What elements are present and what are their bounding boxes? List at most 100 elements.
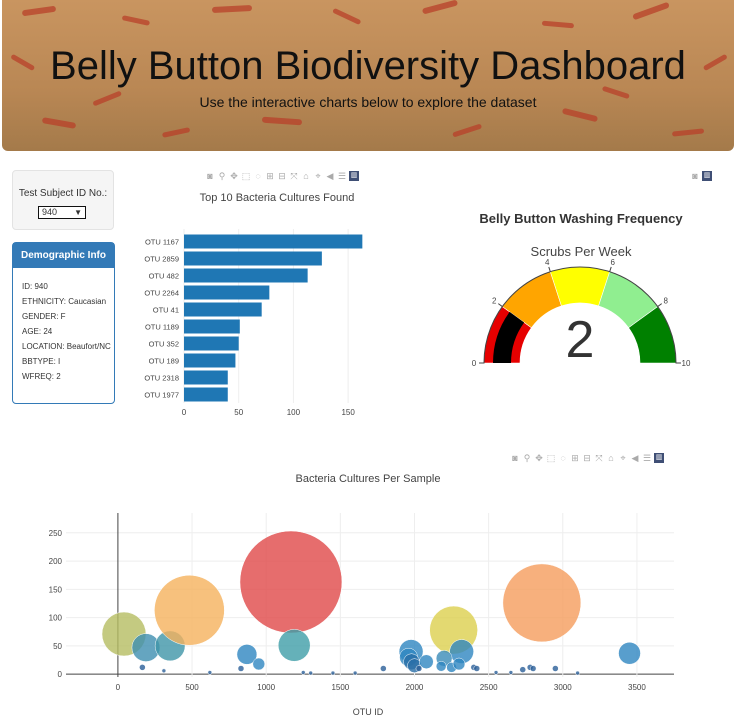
bubble-x-axis-label: OTU ID bbox=[353, 707, 384, 717]
bar bbox=[184, 336, 239, 351]
hover-compare-icon[interactable]: ☰ bbox=[337, 171, 347, 181]
bubble-x-tick-label: 0 bbox=[116, 683, 121, 692]
bubble-point bbox=[529, 665, 537, 672]
home-icon[interactable]: ⌂ bbox=[608, 453, 614, 463]
bubble-x-tick-label: 3500 bbox=[628, 683, 646, 692]
bar-category-label: OTU 1977 bbox=[144, 391, 179, 400]
box-select-icon[interactable]: ⬚ bbox=[546, 453, 556, 463]
gauge-tick-label: 8 bbox=[664, 297, 669, 306]
hover-closest-icon[interactable]: ◀ bbox=[326, 171, 334, 181]
bar-chart-title: Top 10 Bacteria Cultures Found bbox=[200, 192, 355, 204]
bacteria-bubble-chart: Bacteria Cultures Per Sample 0 50 100 150 200… bbox=[49, 473, 674, 717]
bar-category-label: OTU 41 bbox=[153, 306, 179, 315]
bubble-y-tick-label: 250 bbox=[49, 529, 63, 538]
bar-x-tick-label: 100 bbox=[287, 408, 301, 415]
bubble-point bbox=[419, 654, 434, 669]
hover-closest-icon[interactable]: ◀ bbox=[631, 453, 639, 463]
bubble-chart-modebar: ◙ ⚲ ✥ ⬚ ◌ ⊞ ⊟ ⤧ ⌂ ⌖ ◀ ☰ ▥ bbox=[510, 453, 664, 463]
bar-category-label: OTU 482 bbox=[149, 272, 179, 281]
bar-x-tick-label: 150 bbox=[341, 408, 355, 415]
gauge-title: Belly Button Washing Frequency bbox=[479, 211, 683, 226]
bubble-point bbox=[139, 664, 146, 671]
demographic-info-body: ID: 940 ETHNICITY: Caucasian GENDER: F A… bbox=[13, 268, 114, 381]
bubble-point bbox=[330, 670, 336, 676]
bacteria-background-image bbox=[11, 0, 727, 138]
box-select-icon[interactable]: ⬚ bbox=[241, 171, 251, 181]
bubble-y-tick-label: 0 bbox=[58, 670, 63, 679]
zoom-icon[interactable]: ⚲ bbox=[218, 171, 226, 181]
bubble-point bbox=[618, 641, 641, 665]
bubble-point bbox=[161, 668, 167, 674]
bar-category-label: OTU 189 bbox=[149, 357, 179, 366]
demo-bbtype: BBTYPE: I bbox=[22, 357, 61, 366]
bubble-point bbox=[277, 629, 311, 662]
bar-category-label: OTU 1167 bbox=[145, 238, 179, 247]
bar bbox=[184, 268, 308, 283]
gauge-chart-modebar: ◙ ▥ bbox=[690, 171, 712, 181]
bubble-point bbox=[239, 530, 343, 634]
bubble-point bbox=[575, 670, 580, 676]
bubble-chart-title: Bacteria Cultures Per Sample bbox=[296, 473, 441, 485]
hover-compare-icon[interactable]: ☰ bbox=[642, 453, 652, 463]
pan-icon[interactable]: ✥ bbox=[535, 453, 543, 463]
bubble-point bbox=[508, 670, 514, 675]
header-jumbotron: Belly Button Biodiversity Dashboard Use … bbox=[2, 0, 734, 151]
plotly-logo-icon[interactable]: ▥ bbox=[702, 171, 712, 181]
gauge-tick bbox=[548, 266, 551, 272]
bubble-point bbox=[352, 670, 358, 676]
bubble-point bbox=[435, 661, 447, 672]
camera-icon[interactable]: ◙ bbox=[207, 171, 213, 181]
gauge-tick-label: 2 bbox=[492, 297, 497, 306]
bar-chart-modebar: ◙ ⚲ ✥ ⬚ ◌ ⊞ ⊟ ⤧ ⌂ ⌖ ◀ ☰ ▥ bbox=[205, 171, 359, 181]
gauge-tick bbox=[497, 303, 503, 307]
bubble-point bbox=[415, 665, 423, 672]
bar bbox=[184, 319, 240, 334]
bar bbox=[184, 251, 322, 266]
bubble-x-tick-label: 3000 bbox=[554, 683, 572, 692]
demo-age: AGE: 24 bbox=[22, 327, 53, 336]
demo-location: LOCATION: Beaufort/NC bbox=[22, 342, 111, 351]
bubble-point bbox=[252, 657, 266, 671]
spike-lines-icon[interactable]: ⌖ bbox=[620, 453, 626, 463]
gauge-subtitle: Scrubs Per Week bbox=[531, 244, 632, 259]
gauge-value-bar bbox=[493, 311, 525, 363]
bubble-y-tick-label: 100 bbox=[49, 614, 63, 623]
bar-category-label: OTU 2318 bbox=[144, 374, 179, 383]
bar bbox=[184, 370, 228, 385]
pan-icon[interactable]: ✥ bbox=[230, 171, 238, 181]
bubble-y-tick-label: 50 bbox=[53, 642, 62, 651]
bubble-x-tick-label: 1000 bbox=[257, 683, 275, 692]
autoscale-icon[interactable]: ⤧ bbox=[595, 453, 603, 463]
zoom-in-icon[interactable]: ⊞ bbox=[571, 453, 579, 463]
autoscale-icon[interactable]: ⤧ bbox=[290, 171, 298, 181]
bubble-point bbox=[502, 563, 582, 643]
subject-id-dropdown[interactable]: 940 ▼ bbox=[38, 206, 86, 219]
bar bbox=[184, 234, 363, 249]
bubble-y-tick-label: 200 bbox=[49, 557, 63, 566]
zoom-out-icon[interactable]: ⊟ bbox=[278, 171, 286, 181]
lasso-icon[interactable]: ◌ bbox=[255, 171, 261, 181]
plotly-logo-icon[interactable]: ▥ bbox=[349, 171, 359, 181]
zoom-in-icon[interactable]: ⊞ bbox=[266, 171, 274, 181]
bubble-point bbox=[552, 665, 559, 672]
bubble-x-tick-label: 2500 bbox=[480, 683, 498, 692]
home-icon[interactable]: ⌂ bbox=[303, 171, 309, 181]
camera-icon[interactable]: ◙ bbox=[692, 171, 698, 181]
wash-frequency-gauge: Belly Button Washing Frequency Scrubs Per… bbox=[472, 211, 691, 369]
bubble-x-tick-label: 1500 bbox=[331, 683, 349, 692]
camera-icon[interactable]: ◙ bbox=[512, 453, 518, 463]
gauge-tick-label: 6 bbox=[611, 258, 616, 267]
plotly-logo-icon[interactable]: ▥ bbox=[654, 453, 664, 463]
subject-select-label: Test Subject ID No.: bbox=[18, 188, 108, 199]
zoom-icon[interactable]: ⚲ bbox=[523, 453, 531, 463]
subject-id-selected-value: 940 bbox=[42, 207, 58, 217]
demographic-info-heading: Demographic Info bbox=[13, 243, 114, 268]
lasso-icon[interactable]: ◌ bbox=[560, 453, 566, 463]
gauge-tick-label: 10 bbox=[682, 359, 691, 368]
page-subtitle: Use the interactive charts below to expl… bbox=[199, 94, 537, 110]
spike-lines-icon[interactable]: ⌖ bbox=[315, 171, 321, 181]
zoom-out-icon[interactable]: ⊟ bbox=[583, 453, 591, 463]
chevron-down-icon: ▼ bbox=[74, 208, 82, 217]
demo-ethnicity: ETHNICITY: Caucasian bbox=[22, 297, 107, 306]
demo-gender: GENDER: F bbox=[22, 312, 66, 321]
